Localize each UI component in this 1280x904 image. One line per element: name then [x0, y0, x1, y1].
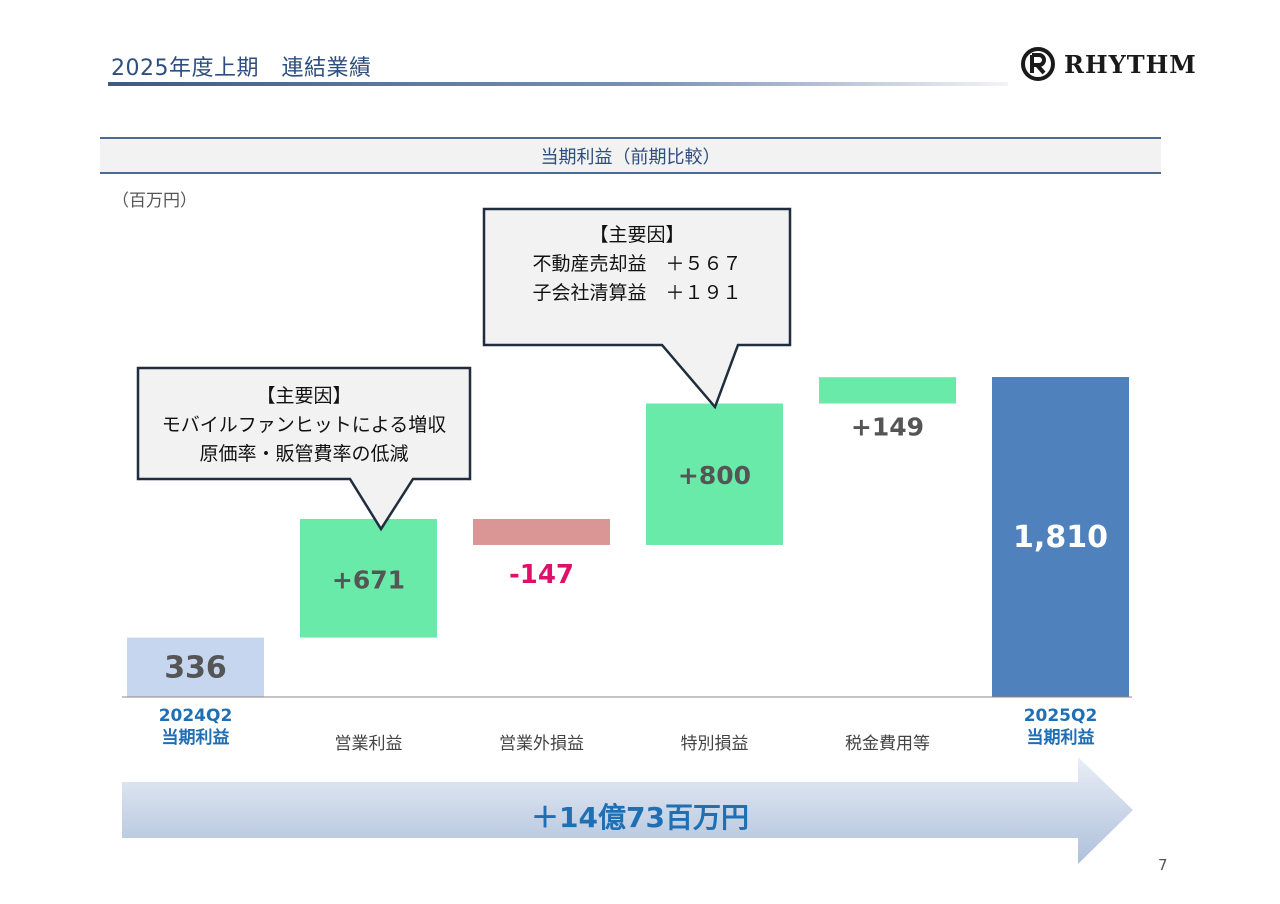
callout-line: 【主要因】 — [256, 385, 352, 407]
category-label-line: 特別損益 — [680, 734, 749, 754]
category-label-line: 当期利益 — [161, 728, 230, 748]
label-2024q2-net-income: 336 — [164, 650, 227, 685]
unit-label: （百万円） — [112, 191, 197, 211]
summary-arrow — [122, 757, 1133, 864]
title-underline — [108, 82, 1008, 86]
page-number: 7 — [1158, 856, 1168, 874]
bar-2024q2-net-income — [127, 637, 264, 697]
bar-non-operating — [473, 518, 610, 545]
summary-total: ＋14億73百万円 — [531, 801, 749, 834]
callout-line: 原価率・販管費率の低減 — [199, 443, 409, 465]
chart-title: 当期利益（前期比較） — [100, 137, 1161, 174]
category-label-line: 2024Q2 — [158, 706, 233, 726]
callout-box-operating — [136, 366, 472, 532]
category-label: 営業外損益 — [462, 729, 622, 754]
callout-box-extraordinary — [482, 207, 792, 410]
bar-operating-income — [300, 518, 437, 638]
callout-line: モバイルファンヒットによる増収 — [161, 414, 447, 436]
company-logo: RHYTHM — [1020, 44, 1197, 84]
label-operating-income: +671 — [332, 565, 405, 594]
label-non-operating: -147 — [509, 560, 574, 590]
label-tax-expenses: +149 — [851, 413, 924, 442]
category-label: 営業利益 — [289, 729, 449, 754]
category-label: 2025Q2 当期利益 — [981, 705, 1141, 749]
bar-tax-expenses — [819, 377, 956, 404]
category-label-line: 営業利益 — [334, 734, 403, 754]
category-label: 特別損益 — [635, 729, 795, 754]
logo-text: RHYTHM — [1064, 49, 1197, 79]
callout-extraordinary: 【主要因】 不動産売却益 ＋５６７ 子会社清算益 ＋１９１ — [484, 221, 790, 308]
category-label-line: 当期利益 — [1026, 728, 1095, 748]
label-extraordinary: +800 — [678, 461, 751, 490]
callout-line: 不動産売却益 ＋５６７ — [532, 253, 742, 275]
callout-operating: 【主要因】 モバイルファンヒットによる増収 原価率・販管費率の低減 — [138, 382, 470, 469]
bar-extraordinary — [646, 403, 783, 545]
page-title: 2025年度上期 連結業績 — [111, 56, 372, 81]
category-label-line: 税金費用等 — [845, 734, 930, 754]
bar-2025q2-net-income — [992, 377, 1129, 697]
category-label: 2024Q2 当期利益 — [116, 705, 276, 749]
callout-line: 子会社清算益 ＋１９１ — [532, 282, 742, 304]
category-label-line: 営業外損益 — [499, 734, 584, 754]
category-label-line: 2025Q2 — [1023, 706, 1098, 726]
label-2025q2-net-income: 1,810 — [1013, 520, 1108, 555]
rhythm-logo-icon — [1021, 47, 1055, 81]
callout-line: 【主要因】 — [589, 224, 685, 246]
category-label: 税金費用等 — [808, 729, 968, 754]
